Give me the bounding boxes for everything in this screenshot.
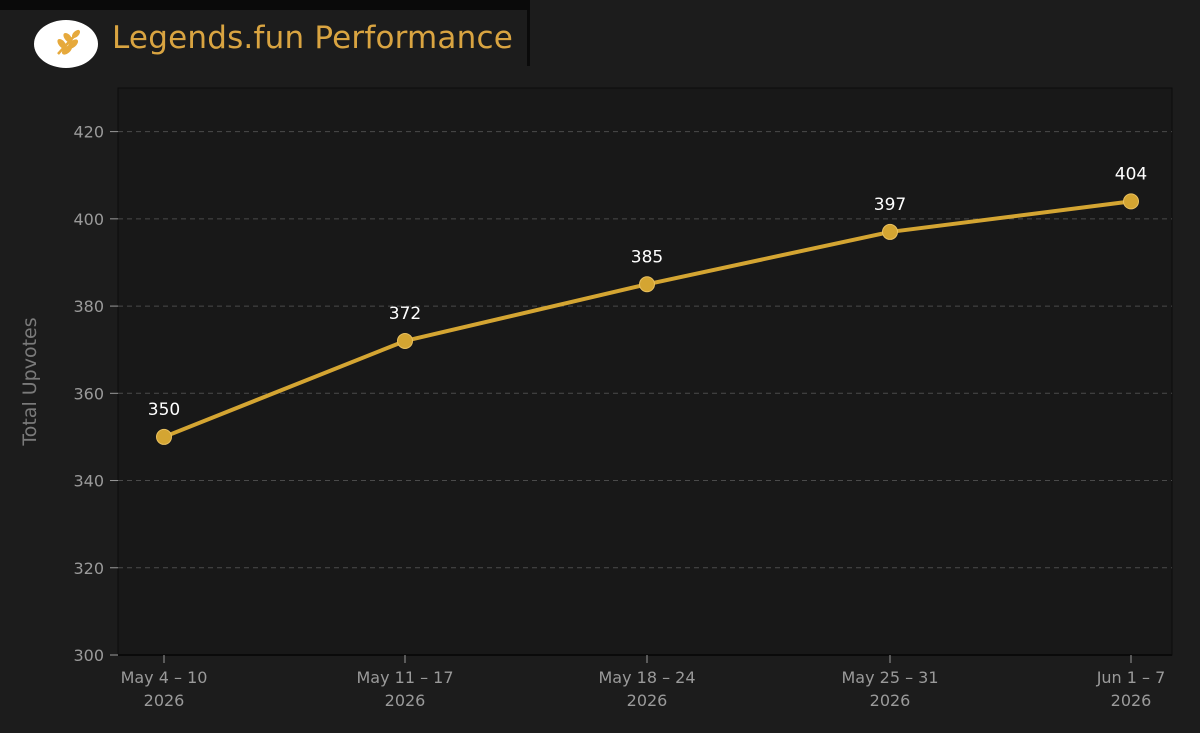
y-tick-label: 320	[73, 559, 104, 578]
plot-area	[117, 87, 1173, 656]
page-title: Legends.fun Performance	[112, 20, 513, 56]
y-axis-label: Total Upvotes	[19, 317, 41, 446]
data-label: 397	[874, 195, 906, 215]
x-tick-label: Jun 1 – 7	[1096, 668, 1166, 687]
x-tick-label: 2026	[385, 691, 426, 710]
series	[156, 193, 1139, 445]
y-tick-label: 300	[73, 646, 104, 665]
x-tick-label: 2026	[144, 691, 185, 710]
x-tick-label: May 18 – 24	[598, 668, 695, 687]
y-tick-label: 360	[73, 384, 104, 403]
grid	[118, 131, 1172, 569]
data-point	[1123, 193, 1139, 210]
x-tick-label: 2026	[627, 691, 668, 710]
x-tick-label: May 11 – 17	[356, 668, 453, 687]
x-tick-label: 2026	[1111, 691, 1152, 710]
x-tick-label: May 4 – 10	[121, 668, 208, 687]
y-tick-label: 380	[73, 297, 104, 316]
wheat-icon	[57, 29, 81, 55]
x-tick-label: May 25 – 31	[841, 668, 938, 687]
data-label: 350	[148, 400, 180, 420]
data-point	[156, 428, 172, 445]
y-tick-label: 420	[73, 123, 104, 142]
data-label: 404	[1115, 164, 1147, 184]
data-point	[639, 276, 655, 293]
data-point	[882, 223, 898, 240]
y-tick-label: 340	[73, 472, 104, 491]
x-tick-label: 2026	[870, 691, 911, 710]
title-bar	[0, 0, 530, 66]
logo	[34, 20, 98, 68]
y-tick-label: 400	[73, 210, 104, 229]
data-labels: 350 372 385 397 404	[148, 164, 1147, 420]
data-label: 385	[631, 247, 663, 267]
data-label: 372	[389, 304, 421, 324]
axes: 300 320 340 360 380 400 420 May 4 – 10 2026 May 1…	[73, 123, 1172, 710]
data-point	[397, 332, 413, 349]
